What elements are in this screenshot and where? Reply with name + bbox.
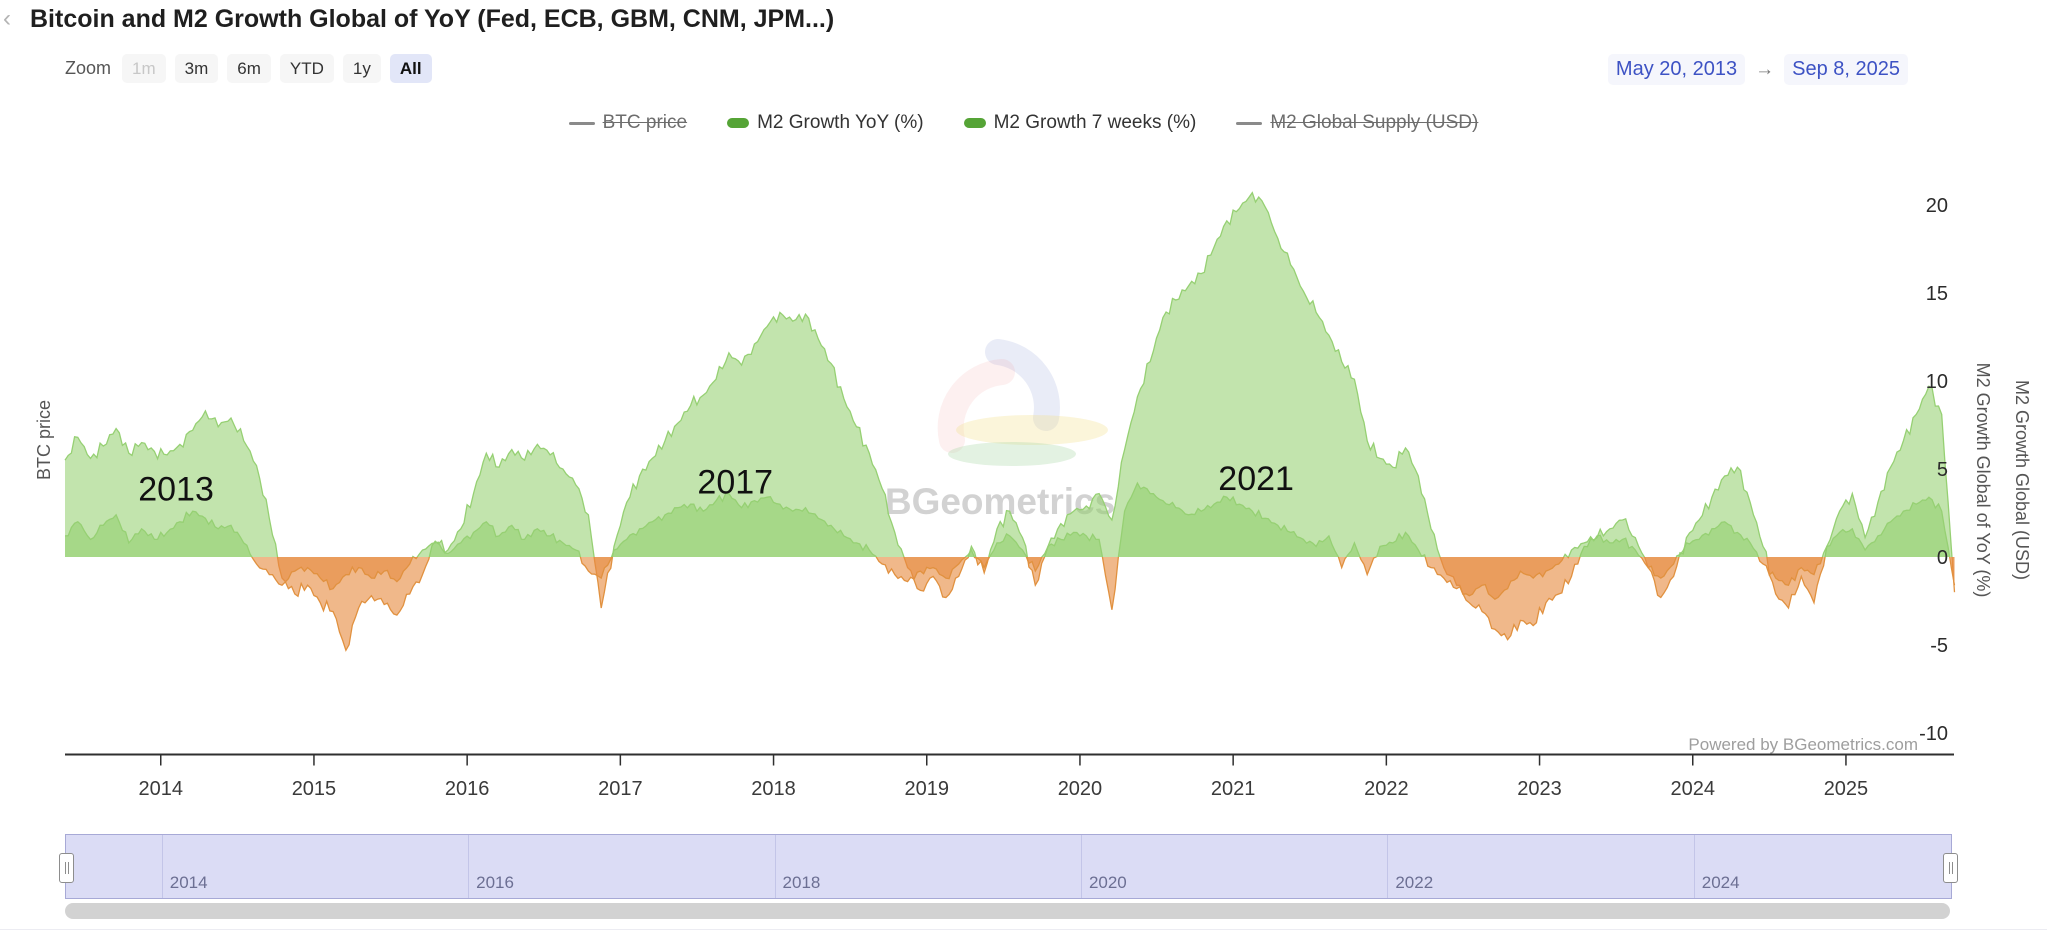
legend-label: M2 Growth YoY (%) [757,112,924,133]
x-axis-tick-label: 2016 [445,778,490,800]
navigator-right-handle[interactable] [1943,852,1958,883]
legend-item-m2-global-supply[interactable]: M2 Global Supply (USD) [1236,112,1478,134]
zoom-button-all[interactable]: All [389,53,432,83]
x-axis-tick-label: 2017 [598,778,643,800]
x-axis-tick-label: 2019 [905,778,950,800]
year-annotation-2021: 2021 [1218,460,1294,498]
year-annotation-2013: 2013 [138,471,214,509]
right-axis-title-outer: M2 Growth Global (USD) [2012,380,2032,580]
navigator-selected-range[interactable]: 2014 2016 2018 2020 2022 2024 [59,834,1958,899]
zoom-button-ytd[interactable]: YTD [279,53,334,83]
right-axis-title-inner: M2 Growth Global of YoY (%) [1973,363,1993,598]
zoom-button-3m[interactable]: 3m [174,53,219,83]
navigator-gridline [161,835,163,898]
annotation-layer: 2013 2017 2021 [138,460,1294,509]
zoom-label: Zoom [65,57,112,78]
navigator-scrollbar-thumb[interactable] [65,903,1950,919]
powered-by-credit[interactable]: Powered by BGeometrics.com [1688,735,1918,754]
x-axis-tick-label: 2018 [751,778,796,800]
navigator-gridline [1693,835,1695,898]
x-axis-tick-label: 2021 [1211,778,1256,800]
navigator-year-label: 2020 [1088,873,1127,892]
navigator-year-label: 2024 [1701,873,1740,892]
y-axis-tick-label: 15 [1926,283,1948,305]
page-title: Bitcoin and M2 Growth Global of YoY (Fed… [30,5,835,33]
navigator-year-label: 2022 [1395,873,1434,892]
m2-growth-7-weeks-area-neg [65,557,1955,610]
navigator-gridline [468,835,470,898]
x-axis-tick-label: 2020 [1058,778,1103,800]
x-axis-tick-label: 2023 [1517,778,1562,800]
navigator-gridline [1080,835,1082,898]
y-axis-tick-label: 20 [1926,195,1948,217]
navigator-year-label: 2018 [782,873,821,892]
m2-growth-7-weeks-line-pos [64,481,1951,557]
left-axis-title: BTC price [34,400,54,480]
series-layer [64,191,1956,652]
date-range-to[interactable]: Sep 8, 2025 [1784,54,1908,85]
m2-growth-7-weeks-area-pos [65,483,1955,557]
watermark-ellipse-yellow [956,415,1108,445]
watermark-arc-red [937,359,1015,453]
y-axis-tick-label: -5 [1930,635,1948,657]
zoom-button-6m[interactable]: 6m [227,53,271,83]
watermark-logo: BGeometrics [885,339,1115,522]
legend-item-m2-growth-7w[interactable]: M2 Growth 7 weeks (%) [963,112,1197,134]
line-series-marker-icon [568,121,595,125]
m2-growth-yoy-line-neg [276,557,1956,652]
navigator-gridline [774,835,776,898]
m2-growth-7-weeks-line-neg [251,557,1956,610]
chart-legend: BTC price M2 Growth YoY (%) M2 Growth 7 … [0,112,2047,134]
legend-label: M2 Global Supply (USD) [1270,112,1479,133]
watermark-arc-blue [985,339,1060,431]
navigator-year-label: 2016 [476,873,514,892]
arrow-right-icon: → [1755,58,1775,80]
x-axis-tick-label: 2025 [1824,778,1869,800]
navigator-year-label: 2014 [169,873,208,892]
zoom-toolbar: Zoom 1m 3m 6m YTD 1y All [65,52,432,84]
year-annotation-2017: 2017 [697,464,773,502]
zoom-button-1m[interactable]: 1m [122,53,166,83]
y-axis-tick-label: -10 [1919,723,1948,745]
line-series-marker-icon [1236,121,1263,125]
date-range-from[interactable]: May 20, 2013 [1607,54,1746,85]
m2-growth-yoy-line-pos [64,191,1953,557]
y-axis-tick-label: 0 [1937,547,1948,569]
y-axis-tick-label: 5 [1937,459,1948,481]
watermark-ellipse-green [948,442,1076,466]
legend-item-m2-growth-yoy[interactable]: M2 Growth YoY (%) [727,112,924,134]
x-axis-tick-label: 2024 [1671,778,1716,800]
x-axis-tick-label: 2014 [139,778,184,800]
y-axis-tick-label: 10 [1926,371,1948,393]
axis-layer: 2014 2015 2016 2017 2018 2019 2020 2021 2022 2023… [65,195,1954,800]
navigator-gridline [1387,835,1389,898]
area-series-marker-icon [963,118,986,128]
legend-label: BTC price [602,112,688,133]
back-chevron-icon[interactable]: ‹ [3,5,11,32]
bottom-divider [0,929,2047,930]
area-series-marker-icon [727,118,750,128]
m2-growth-yoy-area-pos [65,192,1955,557]
legend-item-btc-price[interactable]: BTC price [568,112,688,134]
x-axis-tick-label: 2015 [292,778,337,800]
x-axis-tick-label: 2022 [1364,778,1409,800]
legend-label: M2 Growth 7 weeks (%) [993,112,1197,133]
zoom-button-1y[interactable]: 1y [342,53,381,83]
date-range: May 20, 2013 → Sep 8, 2025 [1607,54,1908,85]
navigator-left-handle[interactable] [59,852,74,883]
